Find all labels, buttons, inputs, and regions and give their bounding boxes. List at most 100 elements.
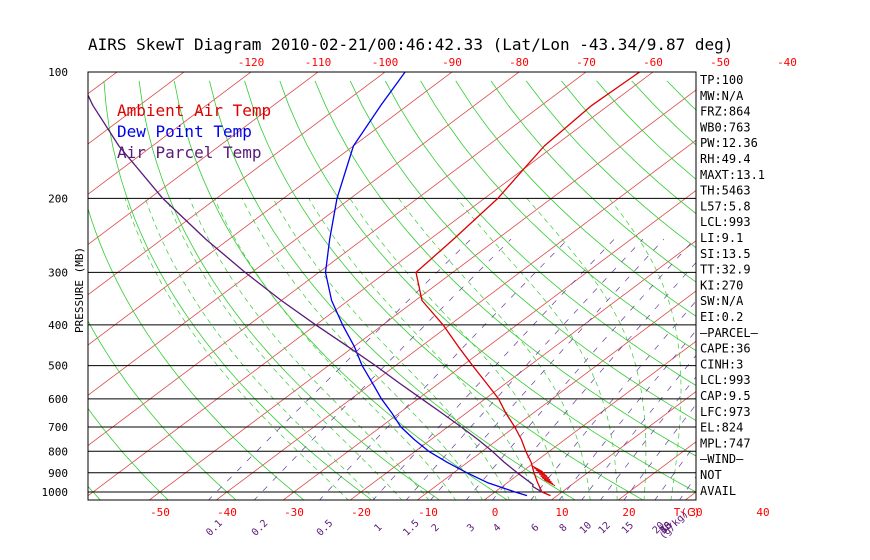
pressure-tick-label: 700 <box>48 421 68 434</box>
moist-adiabat-line <box>272 198 510 500</box>
pressure-tick-label: 100 <box>48 66 68 79</box>
index-item: EL:824 <box>700 421 743 435</box>
index-item: CAPE:36 <box>700 342 751 356</box>
bottom-temp-tick-label: 20 <box>622 506 635 519</box>
mixing-ratio-line <box>492 262 696 500</box>
wind-mark <box>535 469 547 477</box>
moist-adiabat-line <box>308 198 537 500</box>
moist-adiabat-line <box>144 198 376 500</box>
mixing-ratio-line <box>732 239 870 501</box>
bottom-temp-tick-label: 40 <box>756 506 769 519</box>
dry-adiabat-line <box>490 80 696 283</box>
moist-adiabat-line <box>349 198 564 500</box>
index-item: MAXT:13.1 <box>700 168 765 182</box>
index-item: SW:N/A <box>700 294 744 308</box>
plot-frame <box>87 71 697 501</box>
mixing-ratio-line <box>600 376 696 500</box>
mixing-ratio-label: 1 <box>372 522 384 534</box>
moist-adiabat-line <box>398 198 591 500</box>
dry-adiabat-line <box>88 320 237 500</box>
mixing-ratio-line <box>530 300 696 500</box>
mixing-ratio-label: 0.2 <box>250 518 271 539</box>
dry-adiabat-line <box>455 80 696 317</box>
index-item: TH:5463 <box>700 184 751 198</box>
top-temp-tick-label: -50 <box>710 56 730 69</box>
mixing-ratio-line <box>581 354 696 500</box>
moist-adiabat-line <box>189 198 430 500</box>
mixing-ratio-label: 15 <box>620 520 636 536</box>
x-axis-unit-label: T(C) <box>674 506 701 519</box>
moist-adiabat-line <box>166 198 403 500</box>
bottom-temp-tick-label: 0 <box>492 506 499 519</box>
index-item: TT:32.9 <box>700 263 751 277</box>
isotherm-line <box>349 240 696 500</box>
dry-adiabat-line <box>808 81 870 501</box>
mixing-ratio-line <box>319 238 569 500</box>
index-item: NOT <box>700 468 722 482</box>
top-temp-tick-label: -60 <box>643 56 663 69</box>
dry-adiabat-line <box>385 80 696 386</box>
wind-mark <box>537 471 549 479</box>
bottom-temp-tick-label: 30 <box>689 506 702 519</box>
mixing-ratio-line <box>758 239 870 501</box>
dry-adiabat-line <box>88 207 305 500</box>
bottom-temp-tick-label: -40 <box>217 506 237 519</box>
legend: Ambient Air Temp Dew Point Temp Air Parcel… <box>117 101 271 162</box>
pressure-tick-label: 900 <box>48 467 68 480</box>
moist-adiabat-line <box>526 198 647 500</box>
mixing-ratio-label: 8 <box>558 522 570 534</box>
pressure-tick-label: 400 <box>48 319 68 332</box>
index-item: —PARCEL— <box>700 326 759 340</box>
index-item: FRZ:864 <box>700 105 751 119</box>
legend-item-label: Air Parcel Temp <box>117 143 262 162</box>
isotherm-line <box>818 63 870 501</box>
dry-adiabat-line <box>525 80 696 249</box>
wind-mark <box>541 477 554 485</box>
top-temp-tick-label: -90 <box>442 56 462 69</box>
dry-adiabat-line <box>209 80 577 500</box>
dry-adiabat-line <box>103 80 373 500</box>
mixing-ratio-line <box>465 238 695 500</box>
moist-adiabat-line <box>456 198 618 500</box>
isotherm-line <box>88 72 118 95</box>
pressure-tick-label: 500 <box>48 360 68 373</box>
index-item: MPL:747 <box>700 436 751 450</box>
dry-adiabat-line <box>420 80 696 352</box>
top-temp-tick-label: -100 <box>372 56 399 69</box>
bottom-temp-tick-label: -50 <box>150 506 170 519</box>
mixing-ratio-line <box>558 330 696 500</box>
isotherm-line <box>416 290 696 500</box>
wind-mark <box>533 467 546 475</box>
top-temp-tick-label: -70 <box>576 56 596 69</box>
pressure-tick-label: 600 <box>48 393 68 406</box>
isotherm-line <box>88 72 386 296</box>
dry-adiabat-line <box>843 81 870 501</box>
mixing-ratio-label: 2 <box>430 522 442 534</box>
moist-adiabat-line <box>124 198 349 500</box>
grid-lines <box>88 63 870 501</box>
mixing-ratio-line <box>623 404 696 500</box>
isotherm-line <box>88 72 319 245</box>
index-item: TP:100 <box>700 73 743 87</box>
dry-adiabat-line <box>349 80 696 421</box>
ambient-temp-line <box>415 72 640 497</box>
dry-adiabat-line <box>314 80 696 457</box>
mixing-ratio-label: 1.5 <box>401 518 422 539</box>
bottom-temp-tick-label: -10 <box>418 506 438 519</box>
isotherm-line <box>148 89 696 500</box>
moist-adiabat-line <box>241 198 483 500</box>
isotherm-line <box>88 72 587 446</box>
bottom-temp-tick-label: -30 <box>284 506 304 519</box>
index-item: LCL:993 <box>700 215 751 229</box>
index-item: AVAIL <box>700 484 736 498</box>
mixing-ratio-label: 4 <box>491 522 503 534</box>
mixing-ratio-label: 12 <box>597 520 613 536</box>
index-item: LCL:993 <box>700 373 751 387</box>
dry-adiabat-line <box>773 81 870 501</box>
isotherm-line <box>88 72 520 396</box>
index-item: WB0:763 <box>700 120 751 134</box>
index-item: CAP:9.5 <box>700 389 751 403</box>
pressure-tick-label: 800 <box>48 445 68 458</box>
